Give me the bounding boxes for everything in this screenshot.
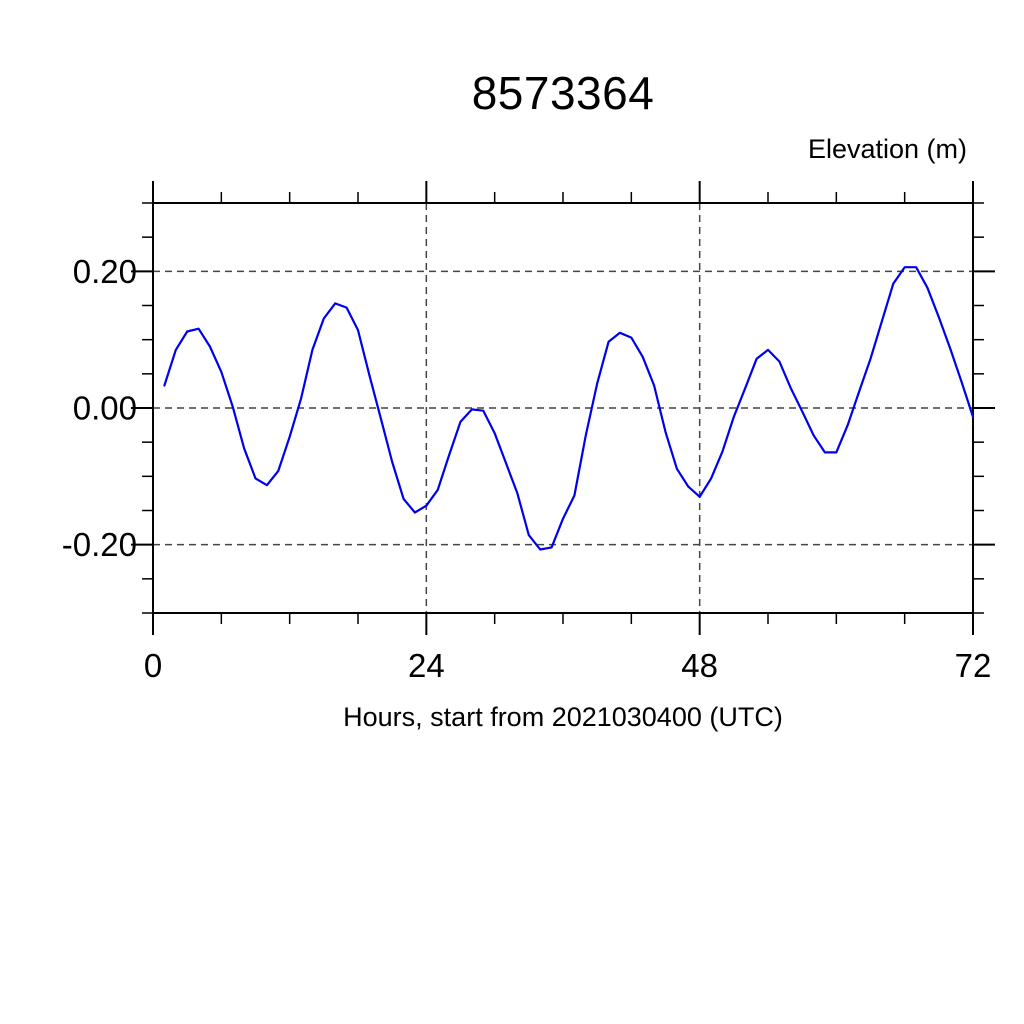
elevation-line (163, 266, 975, 551)
x-tick-label: 24 (408, 647, 445, 684)
x-tick-label: 0 (144, 647, 162, 684)
y-tick-label: -0.20 (62, 526, 137, 563)
y-tick-label: 0.20 (73, 253, 137, 290)
x-tick-label: 72 (955, 647, 992, 684)
y-axis-title: Elevation (m) (807, 134, 967, 164)
y-tick-label: 0.00 (73, 390, 137, 427)
x-tick-label: 48 (681, 647, 718, 684)
chart-title: 8573364 (471, 67, 655, 119)
x-axis-label: Hours, start from 2021030400 (UTC) (343, 702, 783, 732)
